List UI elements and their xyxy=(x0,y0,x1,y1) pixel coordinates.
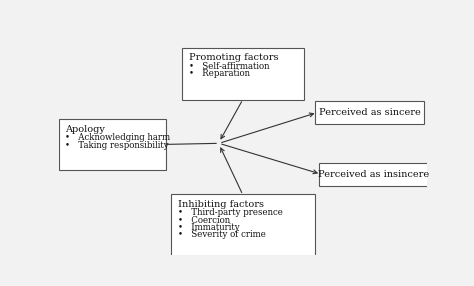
Text: Apology: Apology xyxy=(65,125,105,134)
Text: Perceived as sincere: Perceived as sincere xyxy=(319,108,420,117)
Text: •   Self-affirmation: • Self-affirmation xyxy=(189,62,269,71)
FancyBboxPatch shape xyxy=(59,119,166,170)
FancyBboxPatch shape xyxy=(171,194,315,256)
FancyBboxPatch shape xyxy=(182,47,303,100)
Text: •   Acknowledging harm: • Acknowledging harm xyxy=(65,133,171,142)
Text: •   Severity of crime: • Severity of crime xyxy=(178,230,265,239)
Text: •   Third-party presence: • Third-party presence xyxy=(178,208,283,217)
FancyBboxPatch shape xyxy=(316,101,424,124)
Text: Perceived as insincere: Perceived as insincere xyxy=(318,170,429,179)
FancyBboxPatch shape xyxy=(319,163,428,186)
Text: •   Reparation: • Reparation xyxy=(189,69,249,78)
Text: Promoting factors: Promoting factors xyxy=(189,53,278,62)
Text: •   Taking responsibility: • Taking responsibility xyxy=(65,141,169,150)
Text: Inhibiting factors: Inhibiting factors xyxy=(178,200,264,209)
Text: •   Coercion: • Coercion xyxy=(178,216,230,225)
Text: •   Immaturity: • Immaturity xyxy=(178,223,239,232)
